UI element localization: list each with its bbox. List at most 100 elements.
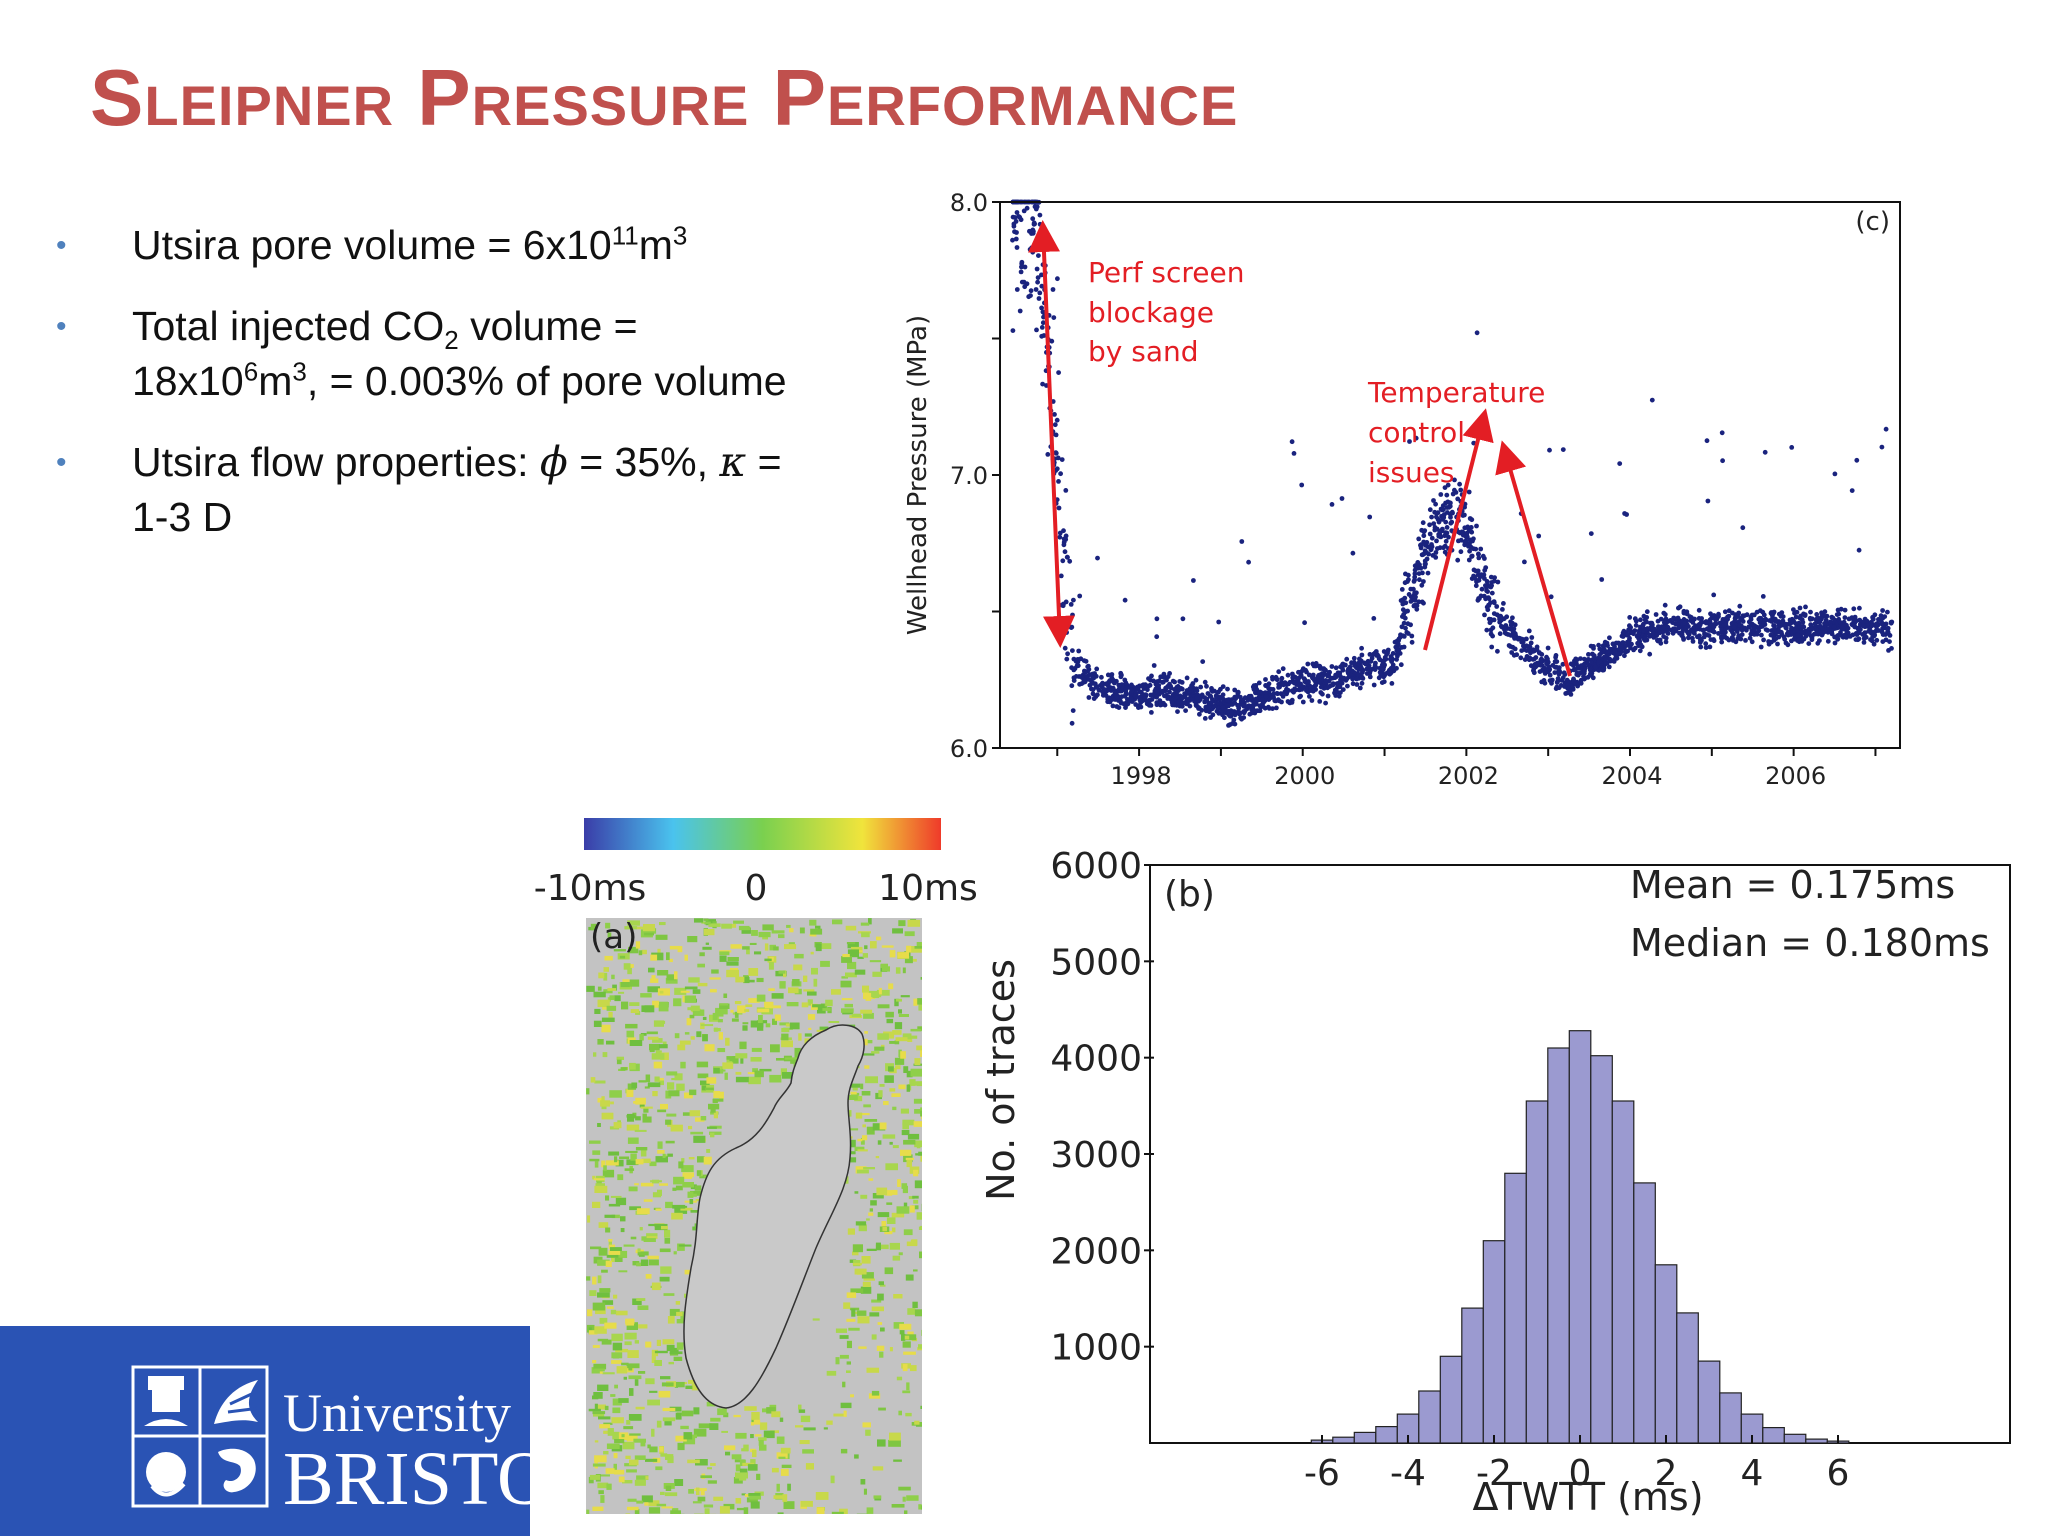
pressure-point (1658, 616, 1664, 622)
pressure-point (1421, 579, 1426, 584)
pressure-point (1832, 471, 1838, 477)
pressure-point (1200, 659, 1206, 664)
pressure-point (1016, 214, 1022, 219)
pressure-point (1759, 632, 1764, 638)
map-speck (657, 1150, 665, 1154)
map-speck (876, 1187, 888, 1196)
map-speck (658, 1390, 671, 1398)
map-speck (620, 1067, 628, 1071)
pressure-point (1435, 546, 1440, 551)
pressure-point (1751, 627, 1757, 632)
pressure-point (1189, 683, 1195, 688)
map-speck (891, 1093, 901, 1097)
pressure-point (1806, 641, 1812, 646)
map-speck (648, 1223, 661, 1227)
map-speck (684, 954, 688, 961)
map-speck (863, 1104, 871, 1108)
map-speck (772, 1018, 777, 1025)
map-speck (864, 945, 868, 950)
map-speck (751, 1047, 762, 1052)
map-speck (706, 1077, 717, 1084)
map-speck (917, 1347, 922, 1351)
map-speck (651, 1053, 665, 1060)
map-speck (751, 1418, 756, 1423)
map-speck (820, 960, 830, 967)
pressure-point (1800, 619, 1806, 625)
map-speck (831, 989, 841, 995)
map-speck (845, 972, 857, 978)
pressure-point (1172, 679, 1177, 685)
plume-outline (683, 1024, 865, 1409)
pressure-point (1151, 678, 1156, 684)
map-speck (743, 1444, 749, 1452)
map-speck (788, 987, 799, 994)
pressure-point (1351, 655, 1357, 661)
pressure-point (1653, 612, 1659, 617)
pressure-point (1879, 629, 1885, 635)
pressure-point (1478, 572, 1484, 577)
map-speck (846, 942, 856, 945)
map-speck (869, 960, 882, 963)
x-tick-label: 2004 (1601, 762, 1662, 790)
map-speck (774, 1014, 781, 1021)
pressure-point (1856, 636, 1862, 642)
map-speck (888, 983, 894, 990)
map-speck (735, 1464, 741, 1472)
pressure-point (1462, 512, 1467, 518)
ylabel: Wellhead Pressure (MPa) (903, 315, 933, 635)
pressure-point (1366, 664, 1372, 670)
map-speck (695, 1117, 705, 1122)
pressure-point (1446, 534, 1451, 540)
map-speck (745, 1004, 753, 1007)
map-speck (752, 1449, 757, 1458)
map-speck (601, 1024, 611, 1033)
pressure-point (1431, 521, 1437, 526)
map-speck (756, 1473, 761, 1480)
map-speck (629, 1206, 641, 1211)
pressure-point (1062, 549, 1068, 555)
pressure-point (1071, 597, 1076, 603)
colorbar-label-max: 10ms (878, 868, 978, 909)
pressure-point (1719, 627, 1724, 633)
map-speck (660, 1376, 671, 1380)
map-speck (659, 1044, 668, 1049)
pressure-point (1723, 621, 1729, 627)
pressure-point (1035, 279, 1040, 285)
map-speck (680, 1207, 693, 1211)
map-speck (603, 1165, 607, 1171)
pressure-point (1554, 680, 1560, 685)
map-speck (635, 1097, 646, 1105)
map-speck (803, 975, 808, 982)
pressure-point (1136, 705, 1141, 710)
pressure-point (1441, 515, 1447, 520)
pressure-point (1396, 648, 1401, 654)
pressure-point (1427, 522, 1432, 528)
pressure-point (1146, 702, 1152, 708)
map-speck (734, 1459, 745, 1463)
map-speck (679, 1176, 692, 1179)
map-speck (780, 1447, 791, 1454)
pressure-point (1758, 608, 1763, 614)
map-speck (860, 922, 870, 926)
y-tick-label: 8.0 (950, 189, 988, 217)
map-speck (646, 1031, 658, 1035)
pressure-point (1064, 554, 1070, 560)
pressure-point (1512, 622, 1518, 628)
map-speck (731, 1018, 739, 1022)
pressure-point (1642, 617, 1648, 623)
pressure-point (1740, 525, 1746, 531)
map-speck (688, 1379, 697, 1384)
pressure-point (1228, 708, 1234, 714)
pressure-point (1188, 687, 1194, 693)
map-speck (713, 1067, 720, 1074)
pressure-point (1083, 658, 1089, 664)
map-speck (649, 1390, 658, 1393)
map-speck (592, 1395, 599, 1400)
pressure-point (1233, 695, 1239, 701)
pressure-point (1651, 635, 1657, 640)
map-speck (656, 1339, 661, 1346)
map-speck (597, 1384, 609, 1391)
map-speck (689, 1014, 695, 1019)
pressure-point (1687, 614, 1693, 620)
